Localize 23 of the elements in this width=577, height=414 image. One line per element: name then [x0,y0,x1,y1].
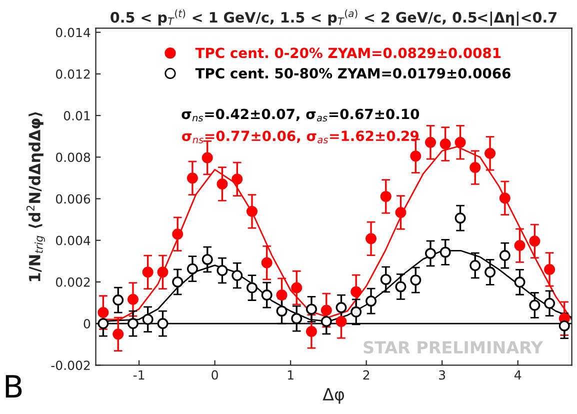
y-tick-label: 0 [84,319,90,328]
annotation: σ$_{ns}$=0.77±0.06, σ$_{as}$=1.62±0.29 [182,130,419,144]
y-tick-label: 0.012 [56,69,90,79]
x-tick-label: 1 [288,370,294,380]
annotation: σ$_{ns}$=0.42±0.07, σ$_{as}$=0.67±0.10 [182,108,420,122]
x-tick-label: 3 [439,370,446,380]
chart-title: 0.5 < p$_{T}$$^{(t)}$ < 1 GeV/c, 1.5 < p$_{T}$$^{(a)}$ < 2 GeV/c, 0.5<|Δη|<0.7 [110,9,556,26]
x-axis-title: Δφ [322,388,344,404]
y-axis-title: 1/N$_{trig}$ ⟨d$^{2}$N/dΔηdΔφ⟩ [26,112,45,282]
x-tick-label: 4 [514,370,522,380]
y-tick-label: 0.002 [56,277,90,287]
y-tick-label: 0.004 [56,236,90,246]
legend-label: TPC cent. 50-80% ZYAM=0.0179±0.0066 [195,68,510,79]
x-tick-label: -1 [133,370,144,380]
x-tick-label: 2 [363,370,370,380]
y-tick-label: -0.002 [51,360,90,370]
x-tick-label: 0 [212,370,218,380]
text: B [6,375,22,398]
legend-label: TPC cent. 0-20% ZYAM=0.0829±0.0081 [195,48,501,58]
y-tick-label: 0.01 [64,110,90,120]
y-tick-label: 0.006 [56,194,90,204]
y-tick-label: 0.008 [56,152,90,162]
y-tick-label: 0.014 [56,28,90,38]
